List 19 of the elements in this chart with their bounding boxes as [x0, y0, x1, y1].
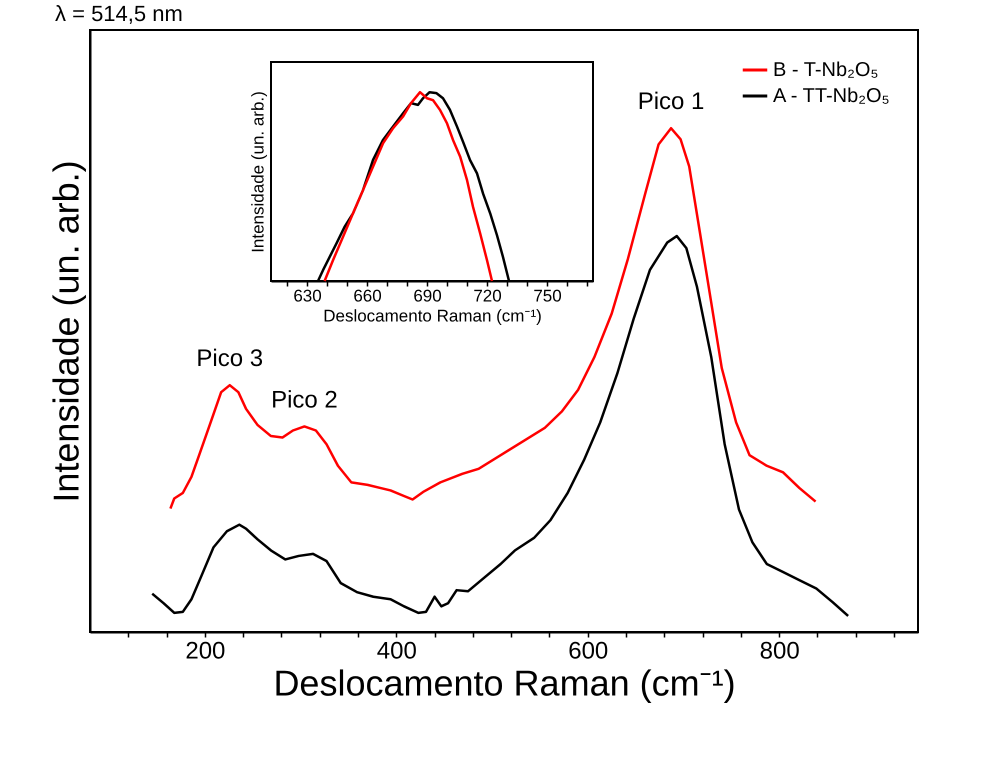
y-axis-title: Intensidade (un. arb.): [46, 160, 86, 503]
x-tick-label: 400: [376, 638, 417, 664]
annotation: Pico 1: [638, 88, 704, 116]
x-tick-label: 750: [533, 286, 562, 306]
legend-label: A - TT-Nb₂O₅: [773, 85, 890, 107]
legend-label: B - T-Nb₂O₅: [773, 59, 878, 81]
x-tick-label: 800: [760, 638, 800, 664]
annotation: Pico 2: [271, 386, 338, 414]
x-tick-label: 720: [473, 286, 502, 306]
y-axis-title: Intensidade (un. arb.): [248, 91, 268, 253]
x-tick-label: 690: [413, 286, 442, 306]
x-tick-label: 660: [353, 286, 382, 306]
x-axis-title: Deslocamento Raman (cm⁻¹): [273, 662, 736, 704]
x-axis-title: Deslocamento Raman (cm⁻¹): [323, 306, 542, 326]
text: λ = 514,5 nm: [55, 1, 183, 26]
annotation: Pico 3: [196, 345, 264, 372]
x-tick-label: 600: [568, 638, 608, 664]
x-tick-label: 630: [293, 286, 322, 306]
x-tick-label: 200: [185, 638, 226, 664]
